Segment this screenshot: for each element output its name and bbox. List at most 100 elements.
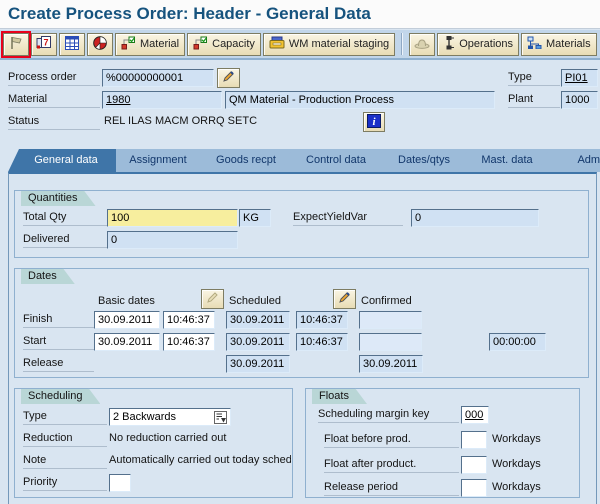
- start-sched-time-field: 10:46:37: [296, 333, 348, 351]
- float-before-prod-label: Float before prod.: [324, 432, 459, 448]
- scheduling-group-label: Scheduling: [21, 388, 100, 404]
- release-sched-date-field: 30.09.2011: [226, 355, 290, 373]
- status-info-button[interactable]: i: [363, 112, 385, 132]
- basic-dates-column-header: Basic dates: [98, 295, 155, 307]
- hat-button: [409, 32, 436, 56]
- operations-button[interactable]: Operations: [437, 32, 519, 56]
- release-period-field[interactable]: [461, 479, 487, 497]
- type-label: Type: [508, 70, 560, 86]
- float-after-product-unit: Workdays: [492, 458, 541, 470]
- finish-confirmed-field: [359, 311, 422, 329]
- basic-dates-edit-button[interactable]: [201, 289, 224, 309]
- reduction-value: No reduction carried out: [109, 432, 227, 444]
- tab-general-data[interactable]: General data: [8, 149, 116, 172]
- scheduling-type-select[interactable]: 2 Backwards: [109, 408, 231, 426]
- pencil-icon: [338, 291, 351, 307]
- tab-dates-qtys[interactable]: Dates/qtys: [372, 149, 468, 172]
- hat-icon: [414, 37, 430, 52]
- release-label: Release: [23, 356, 94, 372]
- dates-button[interactable]: 7: [31, 32, 57, 56]
- dropdown-icon[interactable]: [214, 410, 227, 424]
- pie-chart-button[interactable]: [87, 32, 113, 56]
- finish-sched-date-field: 30.09.2011: [226, 311, 290, 329]
- material-button-label: Material: [140, 38, 180, 50]
- dates-group-label: Dates: [21, 268, 75, 284]
- staging-box-icon: [269, 36, 285, 52]
- float-before-prod-field[interactable]: [461, 431, 487, 449]
- scheduling-group: Scheduling Type 2 Backwards Reduction No…: [14, 388, 293, 498]
- tab-administration[interactable]: Adminis: [538, 149, 600, 172]
- costs-button[interactable]: [59, 32, 85, 56]
- flag-icon: [9, 35, 24, 53]
- delivered-field: 0: [107, 231, 238, 249]
- scheduled-column-header: Scheduled: [229, 295, 281, 307]
- material-field[interactable]: 1980: [102, 91, 222, 109]
- finish-basic-time-field[interactable]: 10:46:37: [163, 311, 215, 329]
- plant-label: Plant: [508, 92, 560, 108]
- total-qty-field[interactable]: 100: [107, 209, 238, 227]
- finish-sched-time-field: 10:46:37: [296, 311, 348, 329]
- pie-chart-icon: [93, 35, 107, 53]
- material-label: Material: [8, 92, 100, 108]
- float-after-product-field[interactable]: [461, 456, 487, 474]
- release-confirmed-date-field: 30.09.2011: [359, 355, 423, 373]
- title-bar: Create Process Order: Header - General D…: [0, 0, 600, 29]
- edit-order-button[interactable]: [217, 68, 240, 88]
- expect-yield-field[interactable]: 0: [411, 209, 539, 227]
- priority-field[interactable]: [109, 474, 131, 492]
- unit-field[interactable]: KG: [239, 209, 271, 227]
- scheduling-margin-key-label: Scheduling margin key: [318, 407, 459, 423]
- priority-label: Priority: [23, 475, 107, 491]
- tab-goods-recpt[interactable]: Goods recpt: [192, 149, 292, 172]
- release-flag-button[interactable]: [3, 32, 29, 56]
- scheduled-edit-button[interactable]: [333, 289, 356, 309]
- floats-group: Floats Scheduling margin key 000 Float b…: [305, 388, 580, 498]
- start-sched-date-field: 30.09.2011: [226, 333, 290, 351]
- calculator-icon: [65, 35, 79, 53]
- total-qty-label: Total Qty: [23, 210, 107, 226]
- delivered-label: Delivered: [23, 232, 107, 248]
- material-description-field: QM Material - Production Process: [225, 91, 495, 109]
- svg-text:i: i: [372, 116, 376, 128]
- status-value: REL ILAS MACM ORRQ SETC: [104, 115, 258, 127]
- tab-control-data[interactable]: Control data: [281, 149, 383, 172]
- type-field[interactable]: PI01: [561, 69, 598, 87]
- application-toolbar: 7 Material Capacity WM material staging …: [0, 30, 600, 60]
- capacity-button[interactable]: Capacity: [187, 32, 261, 56]
- status-label: Status: [8, 114, 100, 130]
- svg-text:7: 7: [43, 37, 48, 47]
- capacity-button-label: Capacity: [212, 38, 255, 50]
- confirmed-column-header: Confirmed: [361, 295, 412, 307]
- quantities-group: Quantities Total Qty 100 KG ExpectYieldV…: [14, 190, 589, 258]
- calendar-7-icon: 7: [36, 35, 52, 54]
- float-before-prod-unit: Workdays: [492, 433, 541, 445]
- dates-group: Dates Basic dates Scheduled Confirmed Fi…: [14, 268, 589, 378]
- scheduling-margin-key-field[interactable]: 000: [461, 406, 489, 424]
- materials-hierarchy-icon: [527, 36, 542, 52]
- finish-basic-date-field[interactable]: 30.09.2011: [94, 311, 160, 329]
- wm-material-staging-label: WM material staging: [288, 38, 390, 50]
- materials-button[interactable]: Materials: [521, 32, 597, 56]
- plant-field[interactable]: 1000: [561, 91, 598, 109]
- materials-button-label: Materials: [546, 38, 591, 50]
- reduction-label: Reduction: [23, 431, 107, 447]
- page-title: Create Process Order: Header - General D…: [8, 4, 371, 23]
- pencil-disabled-icon: [206, 291, 219, 307]
- pencil-icon: [222, 70, 235, 86]
- start-basic-date-field[interactable]: 30.09.2011: [94, 333, 160, 351]
- release-period-unit: Workdays: [492, 481, 541, 493]
- material-button[interactable]: Material: [115, 32, 186, 56]
- tab-mast-data[interactable]: Mast. data: [457, 149, 549, 172]
- start-basic-time-field[interactable]: 10:46:37: [163, 333, 215, 351]
- tab-assignment[interactable]: Assignment: [105, 149, 203, 172]
- wm-material-staging-button[interactable]: WM material staging: [262, 32, 396, 56]
- note-value: Automatically carried out today sched: [109, 454, 291, 466]
- info-icon: i: [367, 113, 381, 131]
- process-order-field[interactable]: %00000000001: [102, 69, 214, 87]
- start-extra-time-field: 00:00:00: [489, 333, 546, 351]
- capacity-check-icon: [193, 36, 208, 53]
- finish-label: Finish: [23, 312, 94, 328]
- note-label: Note: [23, 453, 107, 469]
- float-after-product-label: Float after product.: [324, 457, 459, 473]
